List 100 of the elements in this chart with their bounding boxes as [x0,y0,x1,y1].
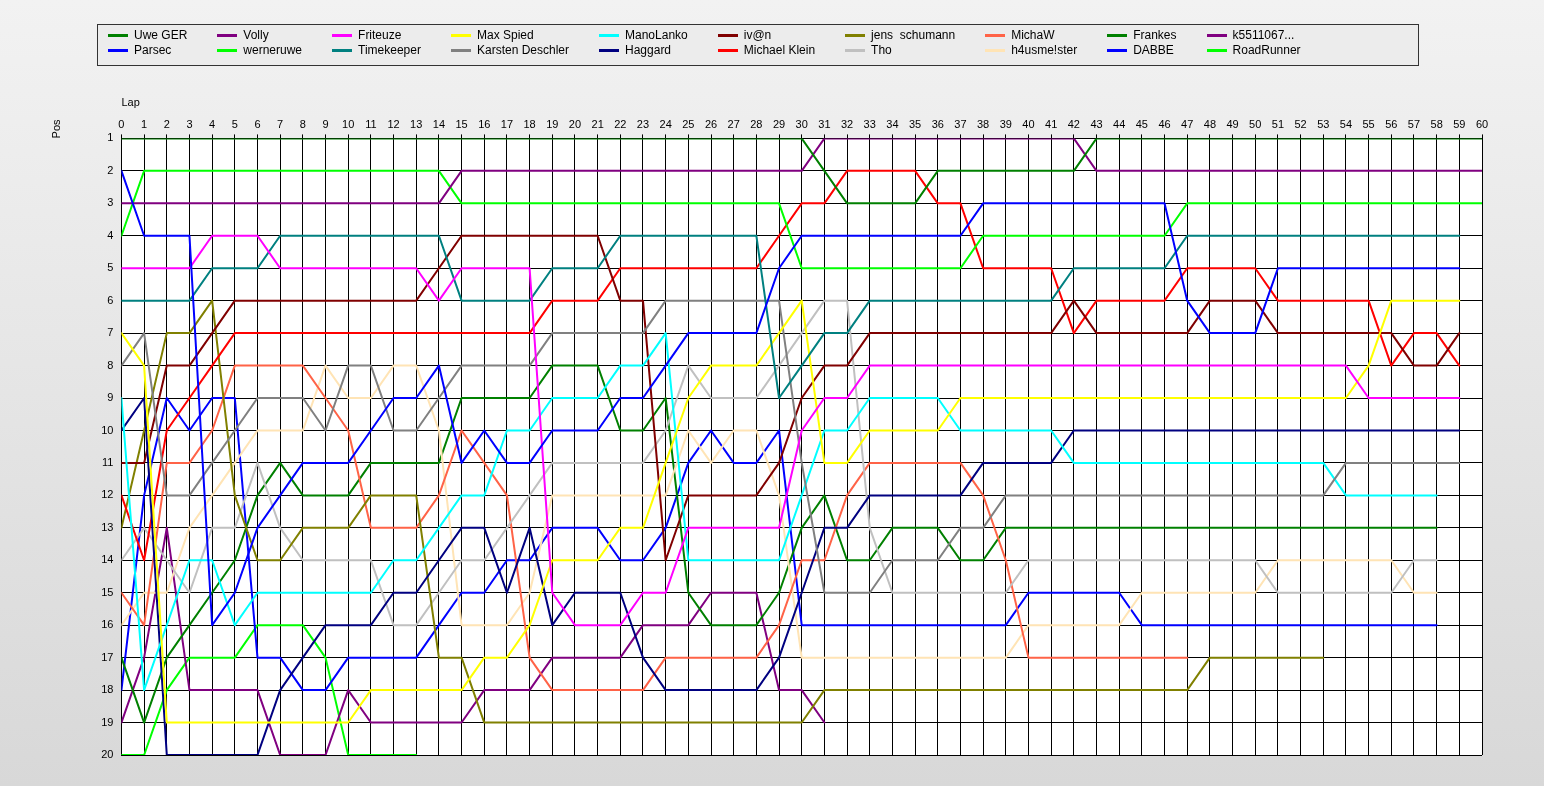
x-tick-label: 4 [209,117,216,130]
legend-label: Friteuze [358,28,402,42]
legend-label: MichaW [1011,28,1055,42]
y-tick-label: 1 [107,131,114,144]
x-tick-label: 9 [322,117,329,130]
y-axis-title: Pos [49,118,62,139]
y-tick-label: 4 [107,228,114,241]
x-tick-label: 16 [478,117,491,130]
x-tick-label: 46 [1158,117,1171,130]
x-tick-label: 49 [1226,117,1239,130]
y-tick-label: 12 [101,488,114,501]
y-tick-label: 5 [107,261,114,274]
x-tick-label: 55 [1362,117,1375,130]
x-tick-label: 59 [1453,117,1466,130]
x-tick-label: 30 [795,117,808,130]
x-tick-label: 6 [254,117,261,130]
x-tick-label: 35 [908,117,922,130]
y-tick-label: 20 [101,748,114,761]
x-tick-label: 33 [863,117,876,130]
x-tick-label: 41 [1045,117,1058,130]
x-axis-title: Lap [121,95,140,108]
x-tick-label: 29 [772,117,786,130]
x-tick-label: 54 [1339,117,1353,130]
x-tick-label: 1 [141,117,148,130]
x-tick-label: 52 [1294,117,1307,130]
legend-label: k5511067... [1232,28,1295,42]
legend-label: Tho [871,43,892,57]
x-tick-label: 44 [1113,117,1126,130]
legend-label: Parsec [134,43,172,57]
x-tick-label: 7 [277,117,284,130]
x-tick-label: 13 [410,117,423,130]
x-tick-label: 3 [186,117,193,130]
y-tick-label: 7 [107,326,114,339]
x-tick-label: 24 [659,117,672,130]
x-tick-label: 53 [1317,117,1330,130]
x-tick-label: 57 [1407,117,1421,130]
x-tick-label: 58 [1430,117,1443,130]
legend-label: Volly [243,28,269,42]
y-tick-label: 19 [101,715,114,728]
y-tick-label: 14 [101,553,114,566]
y-tick-label: 17 [101,650,114,663]
y-tick-label: 13 [101,520,114,533]
legend-label: ManoLanko [625,28,688,42]
y-tick-label: 6 [107,293,114,306]
x-tick-label: 51 [1271,117,1285,130]
x-tick-label: 11 [365,117,377,130]
y-tick-label: 16 [101,618,114,631]
x-tick-label: 5 [231,117,238,130]
legend-label: werneruwe [243,43,303,57]
y-tick-label: 11 [102,455,114,468]
x-tick-label: 23 [636,117,650,130]
x-tick-label: 14 [432,117,446,130]
legend-label: Haggard [625,43,672,57]
x-tick-label: 20 [568,117,582,130]
legend-label: Uwe GER [134,28,188,42]
x-tick-label: 40 [1022,117,1035,130]
x-tick-label: 2 [163,117,170,130]
x-tick-label: 27 [727,117,740,130]
legend-label: Karsten Deschler [476,43,570,57]
x-tick-label: 31 [818,117,831,130]
x-tick-label: 17 [500,117,514,130]
x-tick-label: 45 [1135,117,1148,130]
x-tick-label: 60 [1475,117,1489,130]
x-tick-label: 39 [999,117,1012,130]
x-tick-label: 32 [840,117,854,130]
x-tick-label: 15 [455,117,468,130]
y-tick-label: 10 [101,423,114,436]
x-tick-label: 42 [1067,117,1080,130]
y-tick-label: 2 [107,163,114,176]
legend-label: h4usme!ster [1011,43,1078,57]
x-tick-label: 18 [523,117,536,130]
x-tick-label: 28 [750,117,763,130]
x-tick-label: 19 [546,117,559,130]
x-tick-label: 22 [614,117,627,130]
legend-label: jens schumann [871,28,956,42]
x-tick-label: 37 [954,117,967,130]
x-tick-label: 56 [1385,117,1398,130]
y-tick-label: 15 [101,585,114,598]
x-tick-label: 25 [682,117,695,130]
x-tick-label: 48 [1203,117,1217,130]
legend-label: iv@n [743,28,772,42]
x-tick-label: 26 [704,117,718,130]
x-tick-label: 10 [342,117,355,130]
legend-label: RoadRunner [1232,43,1301,57]
y-tick-label: 8 [107,358,114,371]
x-tick-label: 43 [1090,117,1103,130]
legend-label: Max Spied [476,28,534,42]
x-tick-label: 0 [118,117,125,130]
y-tick-label: 3 [107,196,114,209]
x-tick-label: 8 [299,117,306,130]
legend-label: Frankes [1133,28,1177,42]
legend-label: Michael Klein [743,43,816,57]
x-tick-label: 34 [886,117,899,130]
y-tick-label: 18 [101,683,114,696]
x-tick-label: 21 [591,117,604,130]
x-tick-label: 38 [977,117,990,130]
y-tick-label: 9 [107,391,114,404]
x-tick-label: 47 [1181,117,1194,130]
legend-label: DABBE [1133,43,1174,57]
x-tick-label: 36 [931,117,944,130]
